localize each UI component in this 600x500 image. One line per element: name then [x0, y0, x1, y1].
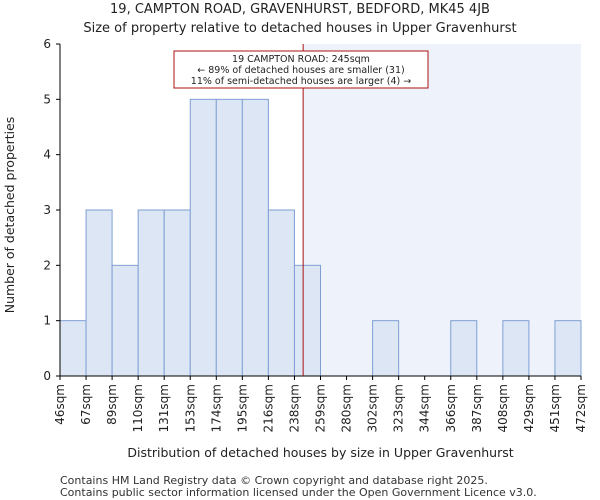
- annotation-line: 11% of semi-detached houses are larger (…: [191, 76, 411, 87]
- larger-region-shade: [303, 44, 581, 376]
- y-tick-label: 1: [43, 314, 51, 328]
- y-tick-label: 4: [43, 148, 51, 162]
- y-tick-label: 3: [43, 203, 51, 217]
- histogram-bar: [502, 320, 530, 377]
- x-tick-label: 280sqm: [340, 384, 354, 432]
- chart-subtitle: Size of property relative to detached ho…: [83, 21, 517, 36]
- footer-copyright: Contains HM Land Registry data © Crown c…: [60, 474, 488, 487]
- x-tick-label: 344sqm: [418, 384, 432, 432]
- histogram-bar: [163, 209, 191, 377]
- x-tick-label: 153sqm: [183, 384, 197, 432]
- histogram-chart: 0 1 2 3 4 5 6 46sqm 67sqm 89sqm 110sqm 131sqm 153sqm…: [2, 37, 588, 460]
- x-tick-label: 387sqm: [470, 384, 484, 432]
- x-tick-label: 259sqm: [314, 384, 328, 432]
- annotation-line: 19 CAMPTON ROAD: 245sqm: [232, 54, 370, 65]
- chart-title: 19, CAMPTON ROAD, GRAVENHURST, BEDFORD, …: [110, 2, 490, 17]
- x-tick-label: 429sqm: [522, 384, 536, 432]
- histogram-bar: [372, 320, 400, 377]
- histogram-bar: [293, 264, 322, 377]
- y-tick-label: 5: [43, 92, 51, 106]
- x-tick-label: 408sqm: [496, 384, 510, 432]
- x-tick-label: 302sqm: [366, 384, 380, 432]
- x-tick-label: 46sqm: [53, 384, 67, 425]
- y-axis-title: Number of detached properties: [2, 117, 17, 314]
- x-tick-label: 366sqm: [444, 384, 458, 432]
- x-tick-label: 131sqm: [157, 384, 171, 432]
- annotation-box: [173, 50, 429, 89]
- x-tick-label: 174sqm: [209, 384, 223, 432]
- y-tick-label: 2: [43, 258, 51, 272]
- x-tick-label: 216sqm: [261, 384, 275, 432]
- x-tick-label: 89sqm: [105, 384, 119, 425]
- histogram-bar: [241, 98, 269, 377]
- y-tick-label: 6: [43, 37, 51, 51]
- footer-licence: Contains public sector information licen…: [60, 486, 537, 499]
- x-axis-title: Distribution of detached houses by size …: [127, 445, 513, 460]
- histogram-bar: [450, 320, 478, 377]
- x-tick-label: 195sqm: [235, 384, 249, 432]
- histogram-bar: [111, 264, 139, 377]
- x-tick-label: 451sqm: [548, 384, 562, 432]
- histogram-bar: [137, 209, 165, 377]
- x-tick-label: 67sqm: [79, 384, 93, 425]
- histogram-bar: [554, 320, 582, 377]
- histogram-bar: [189, 98, 217, 377]
- y-tick-label: 0: [43, 369, 51, 383]
- x-tick-label: 110sqm: [131, 384, 145, 432]
- histogram-bar: [85, 209, 113, 377]
- x-tick-label: 472sqm: [574, 384, 588, 432]
- x-tick-label: 238sqm: [287, 384, 301, 432]
- annotation-line: ← 89% of detached houses are smaller (31…: [197, 65, 404, 76]
- histogram-bar: [215, 98, 243, 377]
- histogram-bar: [59, 320, 87, 377]
- histogram-bar: [267, 209, 295, 377]
- x-tick-label: 323sqm: [392, 384, 406, 432]
